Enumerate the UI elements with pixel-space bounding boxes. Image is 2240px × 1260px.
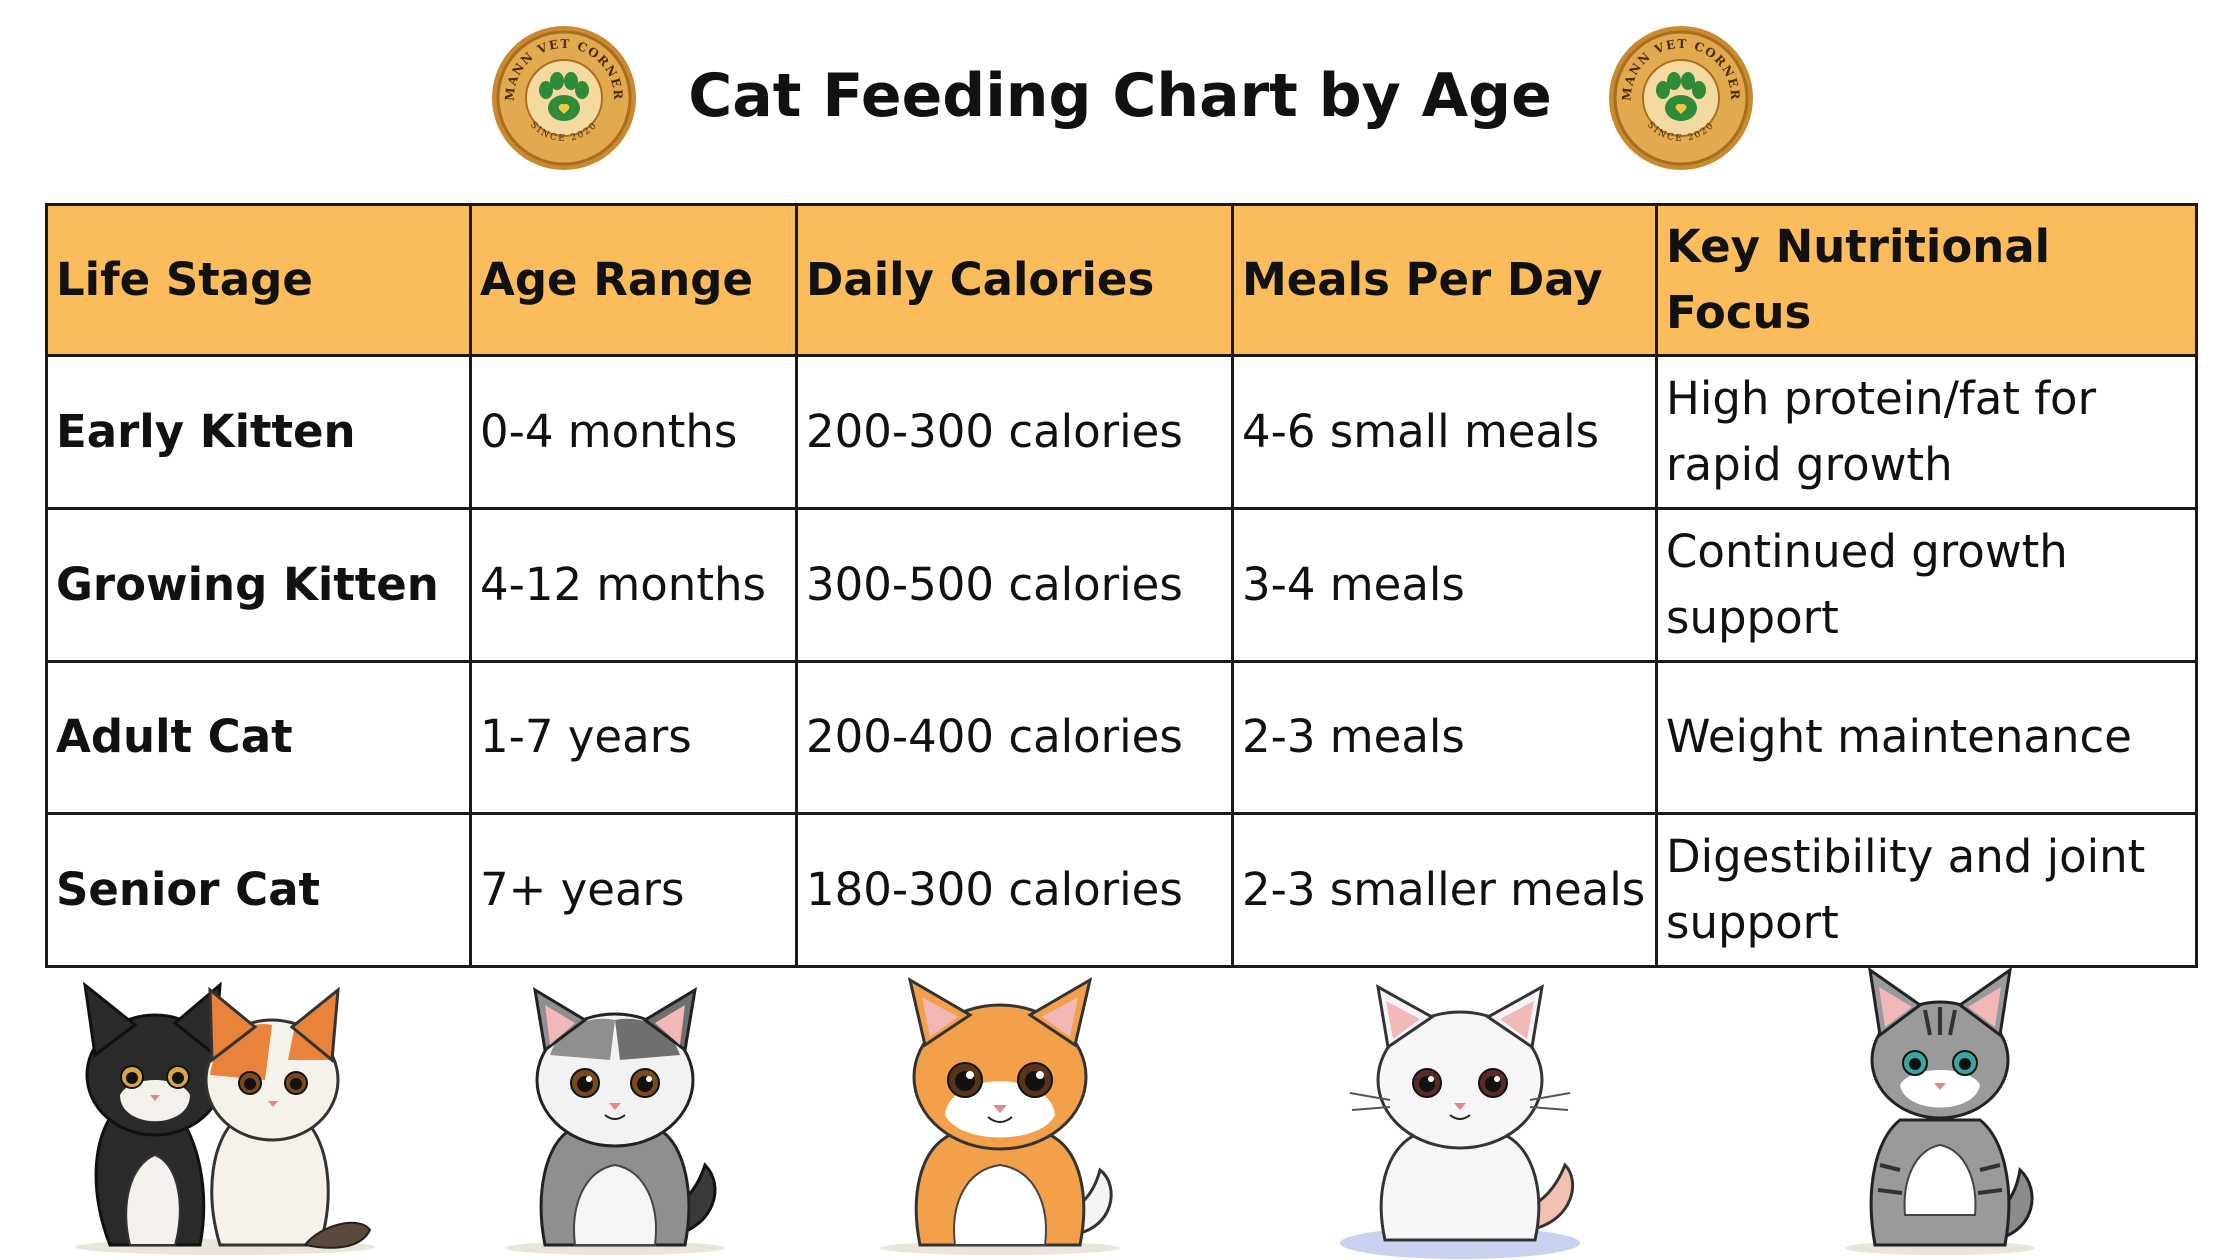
page-header: MANN VET CORNER SINCE 2020 Cat Feeding C… <box>0 0 2240 200</box>
feeding-table: Life Stage Age Range Daily Calories Meal… <box>45 203 2198 968</box>
column-header-life-stage: Life Stage <box>45 203 472 357</box>
nutritional-focus-cell: High protein/fat for rapid growth <box>1655 354 2198 510</box>
age-range-cell: 4-12 months <box>469 506 798 663</box>
table-row: Growing Kitten 4-12 months 300-500 calor… <box>45 506 2198 663</box>
meals-per-day-cell: 4-6 small meals <box>1231 354 1658 510</box>
table-row: Senior Cat 7+ years 180-300 calories 2-3… <box>45 812 2198 968</box>
white-kitten-illustration <box>1340 984 1580 1259</box>
meals-per-day-cell: 3-4 meals <box>1231 506 1658 663</box>
daily-calories-cell: 200-300 calories <box>795 354 1234 510</box>
table-row: Early Kitten 0-4 months 200-300 calories… <box>45 354 2198 510</box>
paw-icon <box>1656 72 1706 121</box>
daily-calories-cell: 200-400 calories <box>795 659 1234 816</box>
page-title: Cat Feeding Chart by Age <box>688 61 1552 131</box>
orange-kitten-illustration <box>880 976 1120 1255</box>
nutritional-focus-cell: Continued growth support <box>1655 506 2198 663</box>
age-range-cell: 1-7 years <box>469 659 798 816</box>
age-range-cell: 7+ years <box>469 812 798 968</box>
column-header-meals-per-day: Meals Per Day <box>1231 203 1658 357</box>
life-stage-cell: Early Kitten <box>45 354 472 510</box>
cat-illustrations <box>0 965 2240 1260</box>
age-range-cell: 0-4 months <box>469 354 798 510</box>
life-stage-cell: Adult Cat <box>45 659 472 816</box>
meals-per-day-cell: 2-3 meals <box>1231 659 1658 816</box>
daily-calories-cell: 300-500 calories <box>795 506 1234 663</box>
meals-per-day-cell: 2-3 smaller meals <box>1231 812 1658 968</box>
life-stage-cell: Senior Cat <box>45 812 472 968</box>
brand-logo: MANN VET CORNER SINCE 2020 <box>492 26 636 170</box>
column-header-age-range: Age Range <box>469 203 798 357</box>
column-header-daily-calories: Daily Calories <box>795 203 1234 357</box>
nutritional-focus-cell: Weight maintenance <box>1655 659 2198 816</box>
life-stage-cell: Growing Kitten <box>45 506 472 663</box>
daily-calories-cell: 180-300 calories <box>795 812 1234 968</box>
column-header-key-nutritional-focus: Key Nutritional Focus <box>1655 203 2198 357</box>
brand-logo: MANN VET CORNER SINCE 2020 <box>1609 26 1753 170</box>
table-row: Adult Cat 1-7 years 200-400 calories 2-3… <box>45 659 2198 816</box>
tabby-cat-illustration <box>1845 966 2035 1255</box>
table-header-row: Life Stage Age Range Daily Calories Meal… <box>45 203 2198 357</box>
grey-kitten-illustration <box>505 987 725 1255</box>
paw-icon <box>539 72 589 121</box>
nutritional-focus-cell: Digestibility and joint support <box>1655 812 2198 968</box>
two-kittens-illustration <box>75 981 375 1255</box>
